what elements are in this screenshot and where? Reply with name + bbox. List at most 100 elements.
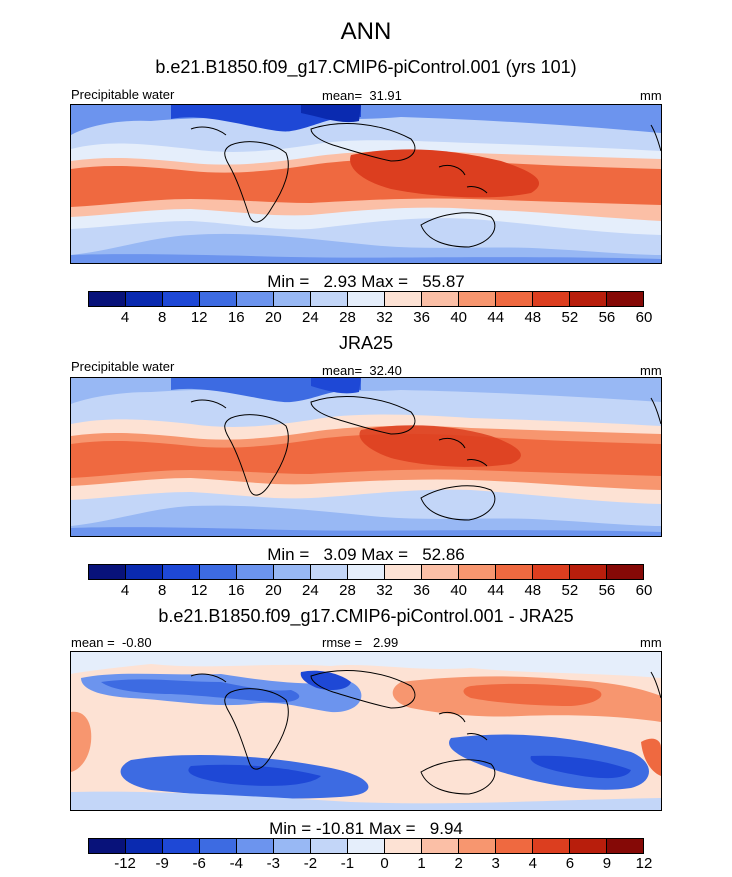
panel2-mean: mean= 32.40	[322, 363, 402, 378]
colorbar-tick-label: 4	[528, 855, 537, 872]
colorbar-tick-label: 20	[264, 309, 282, 326]
panel2-map-svg	[71, 378, 661, 536]
colorbar-swatch	[422, 839, 459, 853]
colorbar-swatch	[348, 292, 385, 306]
colorbar-tick-label: 60	[635, 582, 653, 599]
colorbar-swatch	[274, 839, 311, 853]
panel2-colorbar	[88, 564, 644, 580]
colorbar-tick-label: -2	[303, 855, 318, 872]
colorbar-swatch	[496, 565, 533, 579]
colorbar-swatch	[459, 565, 496, 579]
colorbar-tick-label: 56	[598, 309, 616, 326]
model-panel-title: b.e21.B1850.f09_g17.CMIP6-piControl.001 …	[155, 57, 577, 77]
colorbar-swatch	[570, 292, 607, 306]
panel1-map-svg	[71, 105, 661, 263]
colorbar-tick-label: 36	[413, 582, 430, 599]
colorbar-swatch	[311, 565, 348, 579]
colorbar-tick-label: 9	[602, 855, 612, 872]
colorbar-swatch	[200, 839, 237, 853]
colorbar-tick-label: 52	[561, 582, 579, 599]
colorbar-swatch	[422, 292, 459, 306]
panel1-mean: mean= 31.91	[322, 88, 402, 103]
colorbar-swatch	[385, 292, 422, 306]
colorbar-swatch	[422, 565, 459, 579]
colorbar-tick-label: 4	[120, 582, 130, 599]
colorbar-tick-label: 1	[417, 855, 426, 872]
colorbar-tick-label: 56	[598, 582, 616, 599]
panel3-rmse: rmse = 2.99	[322, 635, 399, 650]
colorbar-swatch	[570, 839, 607, 853]
colorbar-swatch	[274, 292, 311, 306]
colorbar-tick-label: 24	[302, 309, 319, 326]
colorbar-swatch	[348, 839, 385, 853]
colorbar-swatch	[274, 565, 311, 579]
colorbar-tick-label: 40	[450, 309, 467, 326]
colorbar-tick-label: -12	[114, 855, 136, 872]
colorbar-swatch	[607, 565, 643, 579]
obs-panel-title: JRA25	[338, 333, 394, 353]
colorbar-swatch	[126, 565, 163, 579]
diff-panel-title: b.e21.B1850.f09_g17.CMIP6-piControl.001 …	[158, 606, 574, 626]
colorbar-tick-label: -4	[229, 855, 243, 872]
colorbar-tick-label: 12	[190, 582, 208, 599]
panel3-map	[70, 651, 662, 811]
colorbar-swatch	[126, 292, 163, 306]
colorbar-tick-label: -6	[192, 855, 206, 872]
colorbar-swatch	[496, 292, 533, 306]
colorbar-tick-label: 16	[227, 582, 245, 599]
colorbar-tick-label: 20	[264, 582, 282, 599]
panel3-mean: mean = -0.80	[71, 635, 152, 650]
colorbar-swatch	[348, 565, 385, 579]
colorbar-tick-label: 28	[339, 309, 356, 326]
panel2-variable: Precipitable water	[71, 359, 175, 374]
colorbar-swatch	[385, 839, 422, 853]
panel3-map-svg	[71, 652, 661, 810]
colorbar-tick-label: 44	[487, 582, 505, 599]
colorbar-tick-label: 44	[487, 309, 505, 326]
panel2-units: mm	[640, 363, 662, 378]
colorbar-tick-label: 48	[524, 582, 542, 599]
colorbar-tick-label: 60	[635, 309, 653, 326]
colorbar-tick-label: 24	[302, 582, 319, 599]
panel1-units: mm	[640, 88, 662, 103]
colorbar-swatch	[311, 292, 348, 306]
colorbar-swatch	[311, 839, 348, 853]
colorbar-swatch	[533, 839, 570, 853]
colorbar-tick-label: 2	[454, 855, 463, 872]
colorbar-tick-label: 3	[491, 855, 500, 872]
colorbar-swatch	[200, 565, 237, 579]
colorbar-swatch	[237, 839, 274, 853]
colorbar-tick-label: 4	[120, 309, 130, 326]
colorbar-swatch	[533, 292, 570, 306]
colorbar-swatch	[459, 292, 496, 306]
colorbar-tick-label: 32	[376, 582, 393, 599]
colorbar-swatch	[533, 565, 570, 579]
colorbar-swatch	[385, 565, 422, 579]
colorbar-tick-label: 6	[565, 855, 575, 872]
panel1-colorbar-ticks: 4 8 12 16 20 24 28 32 36 40 44 48 52 56 60	[88, 309, 652, 329]
panel2-minmax: Min = 3.09 Max = 52.86	[267, 545, 465, 564]
colorbar-tick-label: 0	[380, 855, 389, 872]
panel1-variable: Precipitable water	[71, 87, 175, 102]
colorbar-swatch	[496, 839, 533, 853]
colorbar-swatch	[89, 839, 126, 853]
main-title: ANN	[340, 18, 392, 45]
colorbar-swatch	[237, 565, 274, 579]
colorbar-swatch	[570, 565, 607, 579]
colorbar-swatch	[200, 292, 237, 306]
colorbar-swatch	[237, 292, 274, 306]
panel2-colorbar-ticks: 4 8 12 16 20 24 28 32 36 40 44 48 52 56 60	[88, 582, 652, 602]
colorbar-swatch	[126, 839, 163, 853]
colorbar-swatch	[607, 292, 643, 306]
colorbar-swatch	[163, 292, 200, 306]
colorbar-tick-label: 36	[413, 309, 430, 326]
colorbar-tick-label: 28	[339, 582, 356, 599]
colorbar-tick-label: 16	[227, 309, 245, 326]
panel3-minmax: Min = -10.81 Max = 9.94	[269, 819, 463, 838]
colorbar-tick-label: 32	[376, 309, 393, 326]
colorbar-tick-label: 52	[561, 309, 579, 326]
panel3-colorbar	[88, 838, 644, 854]
colorbar-swatch	[163, 565, 200, 579]
panel1-minmax: Min = 2.93 Max = 55.87	[267, 272, 465, 291]
colorbar-swatch	[89, 565, 126, 579]
